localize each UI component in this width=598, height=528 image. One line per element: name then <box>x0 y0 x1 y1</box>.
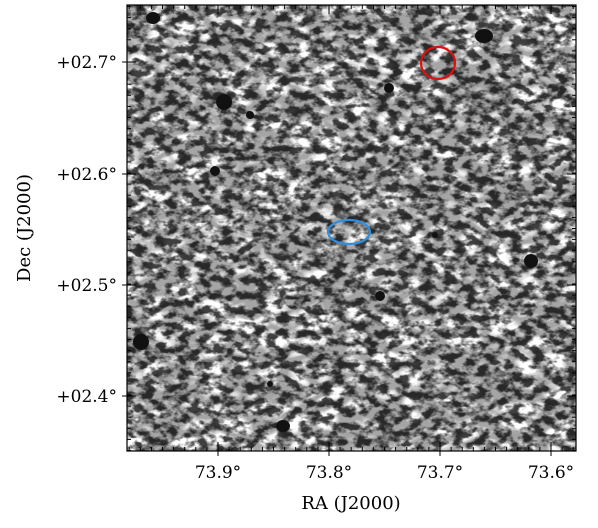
point-sources <box>133 12 538 432</box>
x-axis-label: RA (J2000) <box>301 493 400 514</box>
y-axis-label: Dec (J2000) <box>14 174 35 282</box>
image-panel <box>127 5 576 451</box>
x-tick-label: 73.7° <box>417 463 463 483</box>
axis-ticks <box>122 5 576 456</box>
x-tick-label: 73.6° <box>528 463 574 483</box>
x-tick-label: 73.8° <box>306 463 352 483</box>
y-tick-label: +02.4° <box>56 387 117 407</box>
y-tick-label: +02.5° <box>56 276 117 296</box>
red-region-ellipse <box>419 45 457 81</box>
y-tick-label: +02.6° <box>56 165 117 185</box>
blue-region-ellipse <box>326 218 372 246</box>
y-tick-label: +02.7° <box>56 53 117 73</box>
x-tick-label: 73.9° <box>195 463 241 483</box>
